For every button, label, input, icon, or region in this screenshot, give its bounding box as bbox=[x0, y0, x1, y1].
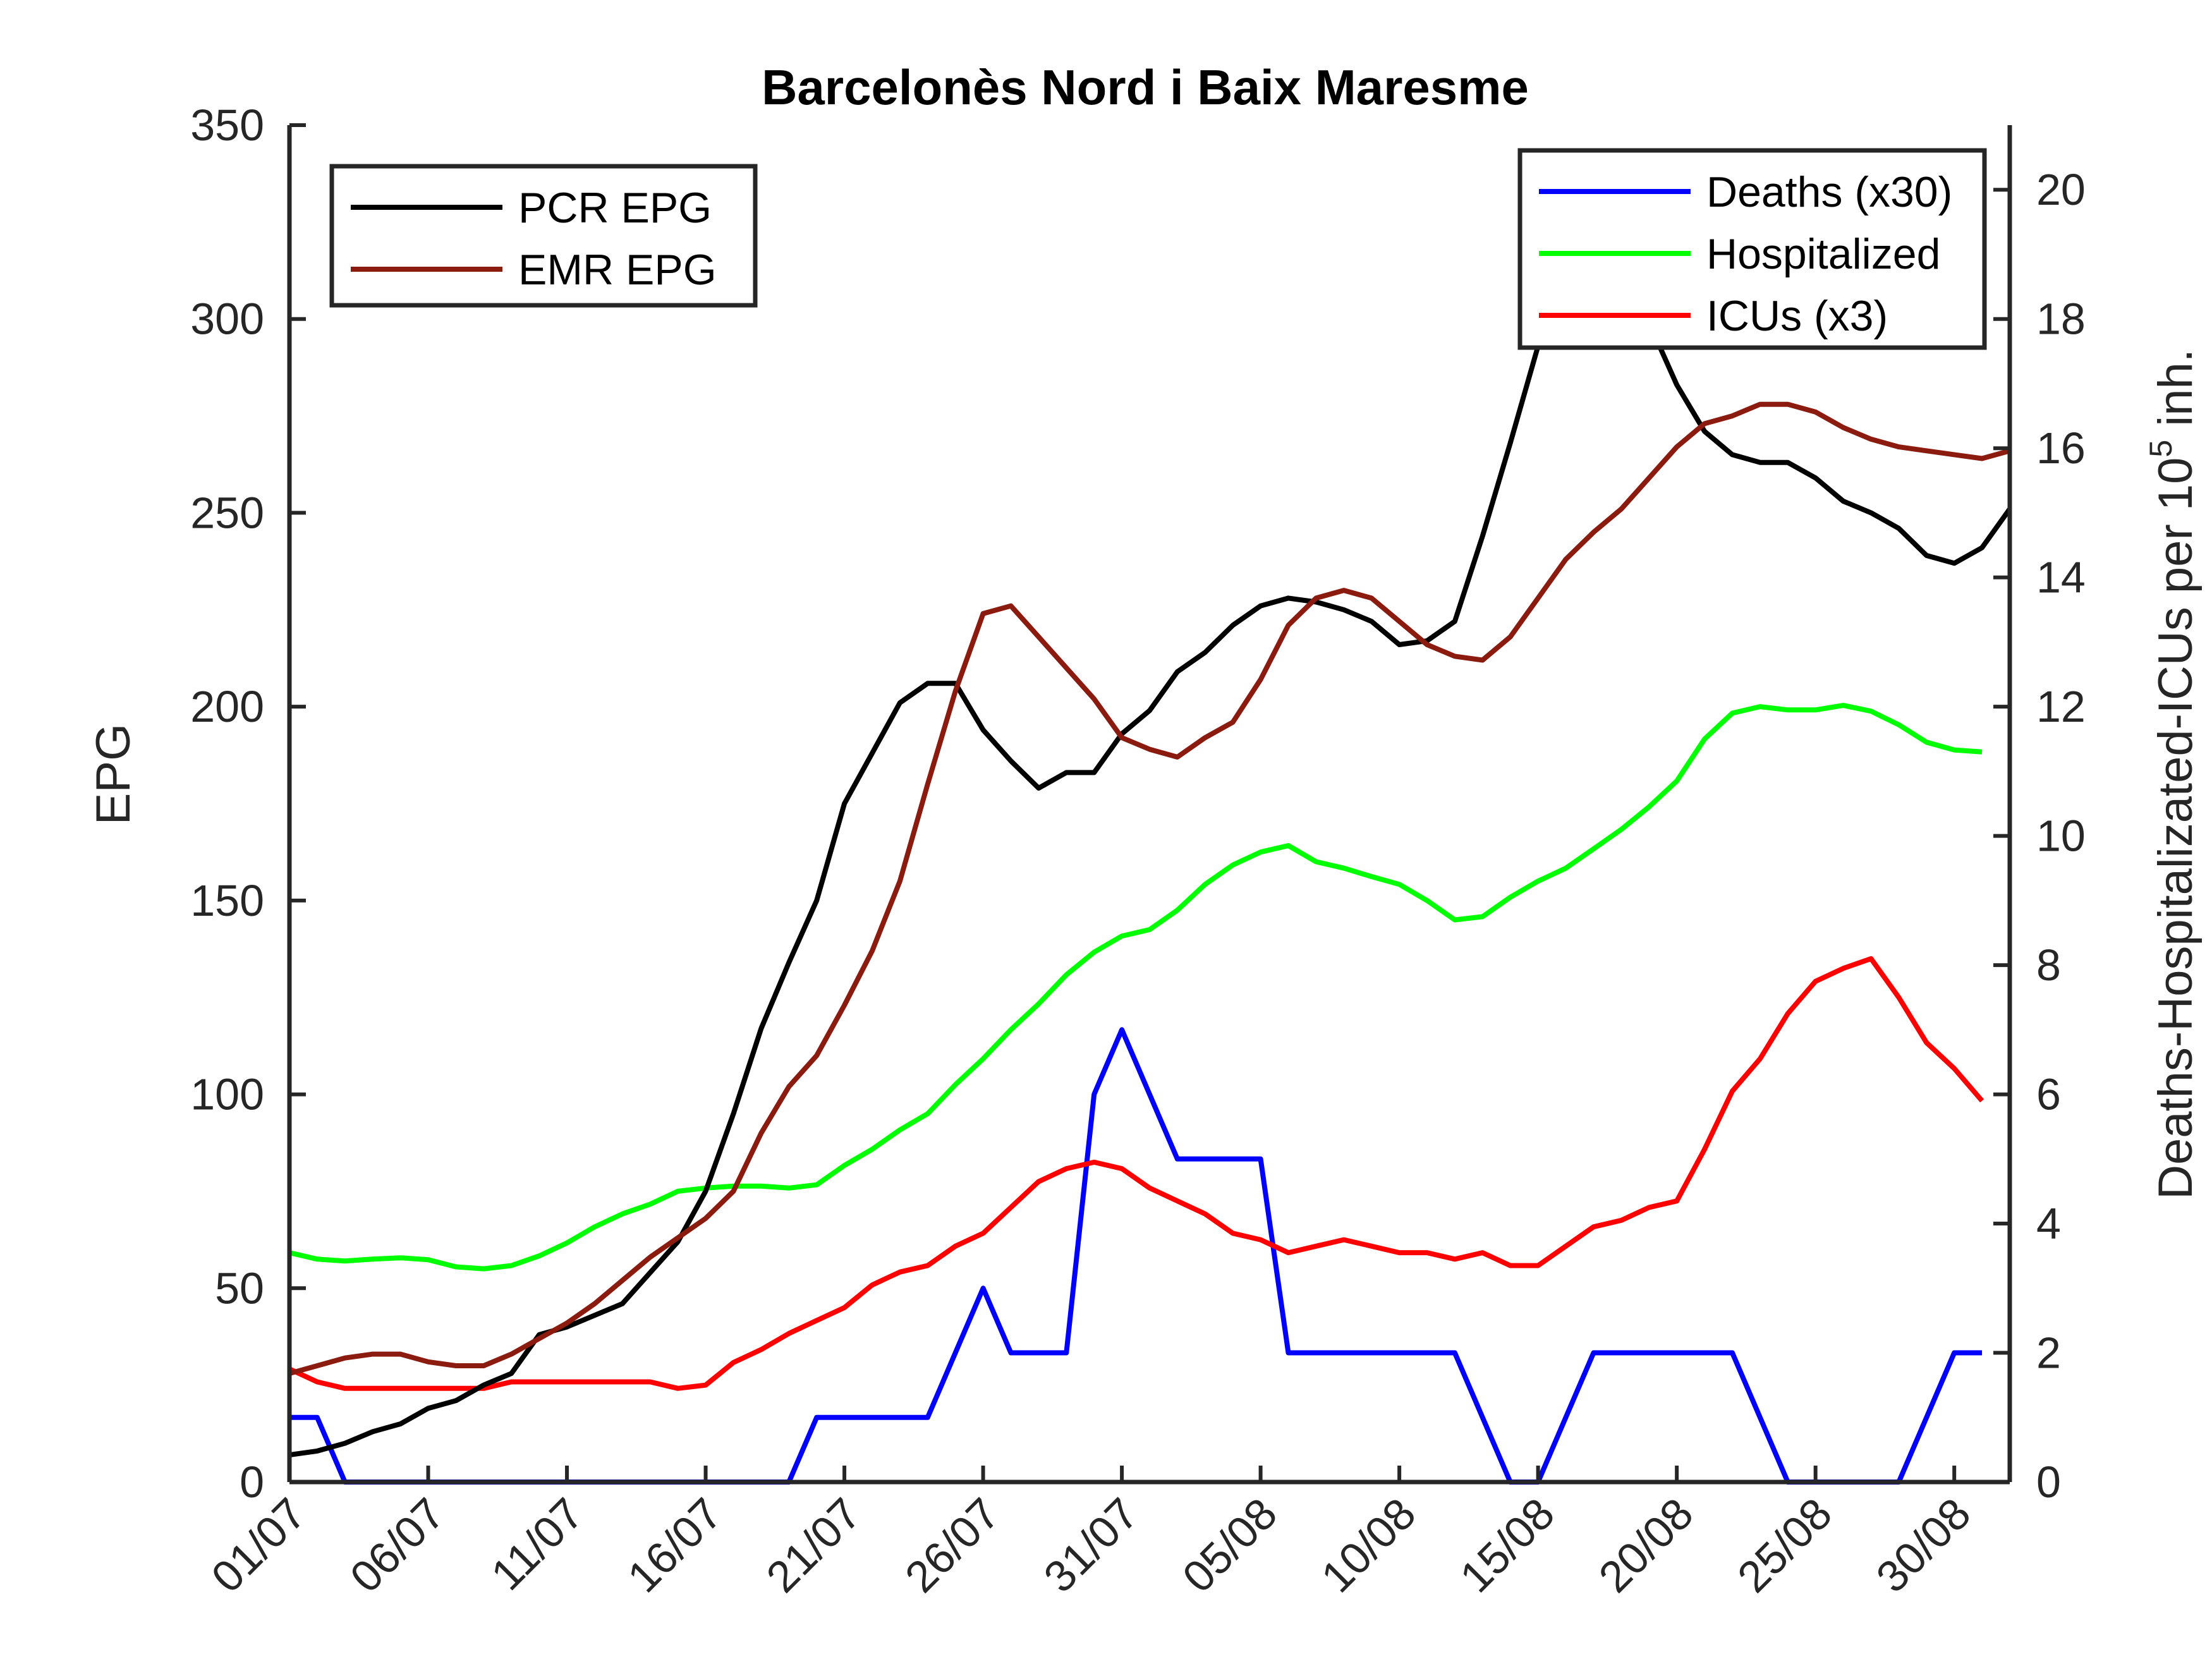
series-line-pcr-epg bbox=[289, 231, 2012, 1458]
series-line-hospitalized bbox=[289, 703, 1983, 1272]
y-left-tick-label-200: 200 bbox=[190, 682, 264, 731]
legend-right-label-hospitalized: Hospitalized bbox=[1706, 230, 1940, 278]
y-axis-right-label-suffix: inh. bbox=[2149, 349, 2203, 440]
legend-left: PCR EPG EMR EPG bbox=[329, 164, 758, 308]
y-right-tick-label-0: 0 bbox=[2036, 1457, 2061, 1507]
y-right-tick-label-8: 8 bbox=[2036, 940, 2061, 990]
legend-right-label-icus-x3: ICUs (x3) bbox=[1706, 292, 1888, 340]
y-left-tick-label-50: 50 bbox=[215, 1263, 264, 1313]
legend-right-label-deaths-x30: Deaths (x30) bbox=[1706, 168, 1952, 216]
y-right-tick-label-16: 16 bbox=[2036, 423, 2086, 473]
y-axis-right-label-exponent: 5 bbox=[2143, 440, 2179, 458]
y-right-tick-label-12: 12 bbox=[2036, 682, 2086, 731]
y-left-tick-label-300: 300 bbox=[190, 295, 264, 344]
y-axis-left-label: EPG bbox=[87, 724, 140, 825]
chart-title: Barcelonès Nord i Baix Maresme bbox=[762, 59, 1529, 115]
series-line-icus-x3 bbox=[288, 956, 1984, 1391]
legend-left-label-pcr-epg: PCR EPG bbox=[518, 184, 712, 232]
y-left-tick-label-250: 250 bbox=[190, 488, 264, 537]
y-right-tick-label-18: 18 bbox=[2036, 295, 2086, 344]
y-right-tick-label-6: 6 bbox=[2036, 1070, 2061, 1119]
y-axis-right-label: Deaths-Hospitalizated-ICUs per 105 inh. bbox=[2143, 349, 2203, 1200]
y-right-tick-label-10: 10 bbox=[2036, 811, 2086, 861]
y-right-tick-label-4: 4 bbox=[2036, 1199, 2061, 1248]
legend-left-box bbox=[329, 164, 758, 308]
legend-left-label-emr-epg: EMR EPG bbox=[518, 246, 717, 294]
y-left-tick-label-150: 150 bbox=[190, 876, 264, 925]
y-right-tick-label-14: 14 bbox=[2036, 553, 2086, 602]
y-right-tick-label-2: 2 bbox=[2036, 1328, 2061, 1378]
y-left-tick-label-350: 350 bbox=[190, 100, 264, 150]
legend-right: Deaths (x30) Hospitalized ICUs (x3) bbox=[1517, 148, 1987, 350]
y-left-tick-label-0: 0 bbox=[240, 1457, 264, 1507]
y-axis-right-label-main: Deaths-Hospitalizated-ICUs per 10 bbox=[2149, 458, 2203, 1200]
y-right-tick-label-20: 20 bbox=[2036, 165, 2086, 214]
series-line-emr-epg bbox=[288, 401, 2011, 1376]
y-left-tick-label-100: 100 bbox=[190, 1070, 264, 1119]
